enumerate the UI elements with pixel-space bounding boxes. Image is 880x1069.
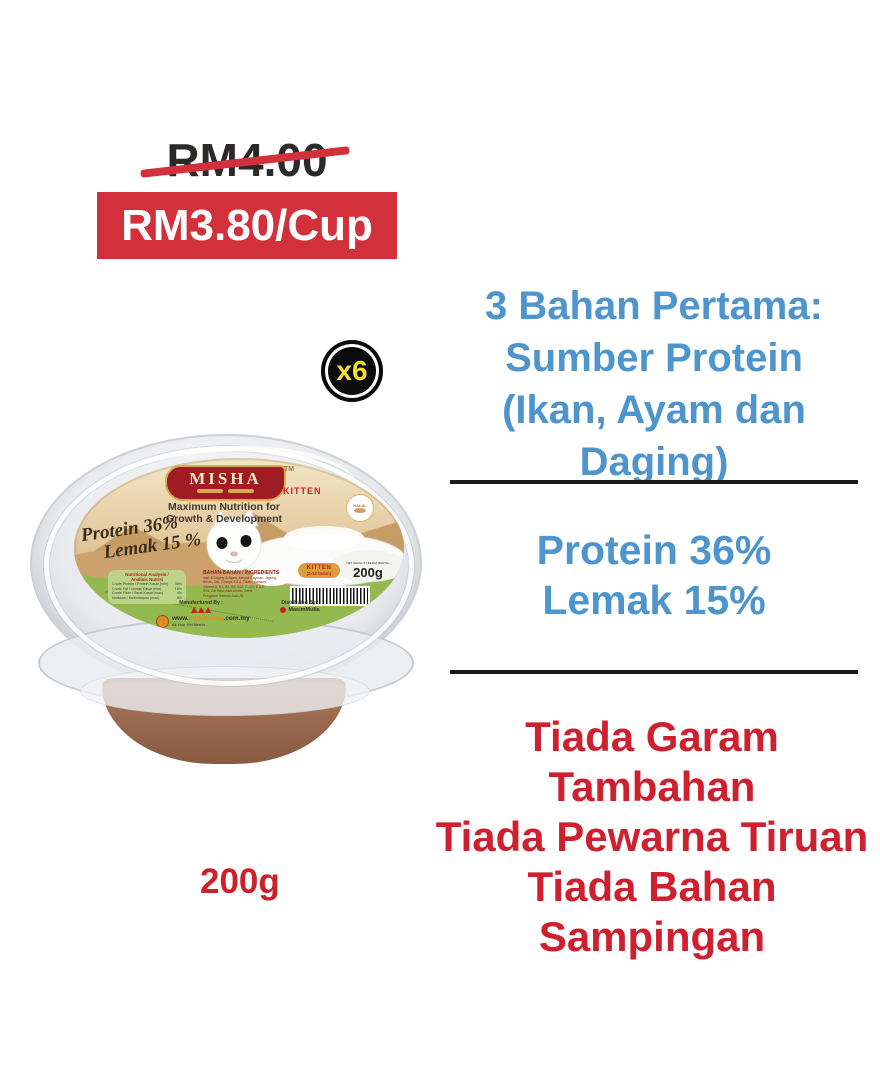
halal-badge: HALAL <box>346 494 374 522</box>
quantity-badge-text: x6 <box>336 355 368 386</box>
heading-ingredients: 3 Bahan Pertama: Sumber Protein (Ikan, A… <box>485 284 823 484</box>
variant-kitten-label: KITTEN <box>283 486 322 496</box>
distributor-logo: MasimMulia <box>250 607 350 613</box>
paw-icon <box>156 615 169 628</box>
weight-caption: 200g <box>200 862 280 901</box>
age-badge: KITTEN (2-12 bulan) <box>298 563 340 578</box>
product-label: MISHA TM KITTEN Maximum Nutrition for Gr… <box>74 458 404 638</box>
nutrition-row: Crude Fat / Lemak Kasar (min) 15% <box>112 586 182 591</box>
barcode <box>290 586 370 606</box>
label-tagline: Maximum Nutrition for Growth & Developme… <box>165 501 283 525</box>
website-url: www.mypetshop.com.my <box>172 615 250 622</box>
divider-line <box>450 480 858 484</box>
brand-ribbon: MISHA <box>165 465 286 501</box>
ingredients-block: BAHAN-BAHAN / INGREDIENTS Ikan & Daging … <box>203 570 280 598</box>
kitten-photo <box>206 508 404 587</box>
manufactured-by: Manufactured By : <box>146 600 256 613</box>
website-tagline: All Your Pet Needs <box>172 622 206 627</box>
distributed-by: Distributed By : MasimMulia <box>250 600 350 613</box>
promo-price-text: RM3.80/Cup <box>121 200 373 250</box>
trademark-symbol: TM <box>284 466 295 473</box>
net-weight: NET WEIGHT / BERAT BERSIH 200g <box>346 561 390 580</box>
product-image: MISHA TM KITTEN Maximum Nutrition for Gr… <box>28 430 422 770</box>
brand-tagline-pills <box>197 489 254 493</box>
nutrition-row: Crude Fiber / Serat Kasar (max) 4% <box>112 591 182 596</box>
quantity-badge: x6 <box>321 340 383 402</box>
cup-lid-inner-ring <box>44 446 414 686</box>
promo-price-banner: RM3.80/Cup <box>97 192 397 259</box>
manufacturer-logo <box>191 607 211 613</box>
heading-nutrition: Protein 36% Lemak 15% <box>536 527 772 623</box>
divider-line <box>450 670 858 674</box>
brand-name: MISHA <box>189 469 262 488</box>
heading-claims: Tiada Garam Tambahan Tiada Pewarna Tirua… <box>435 713 869 960</box>
nutrition-row: Moisture / Kelembapan (max) 8% <box>112 595 182 600</box>
website-row: www.mypetshop.com.my All Your Pet Needs <box>156 615 250 628</box>
nutrition-row: Crude Protein / Protein Kasar (min) 36% <box>112 582 182 586</box>
nutrition-panel: Nutritional Analysis / Analisis Nutrisi … <box>108 570 186 604</box>
